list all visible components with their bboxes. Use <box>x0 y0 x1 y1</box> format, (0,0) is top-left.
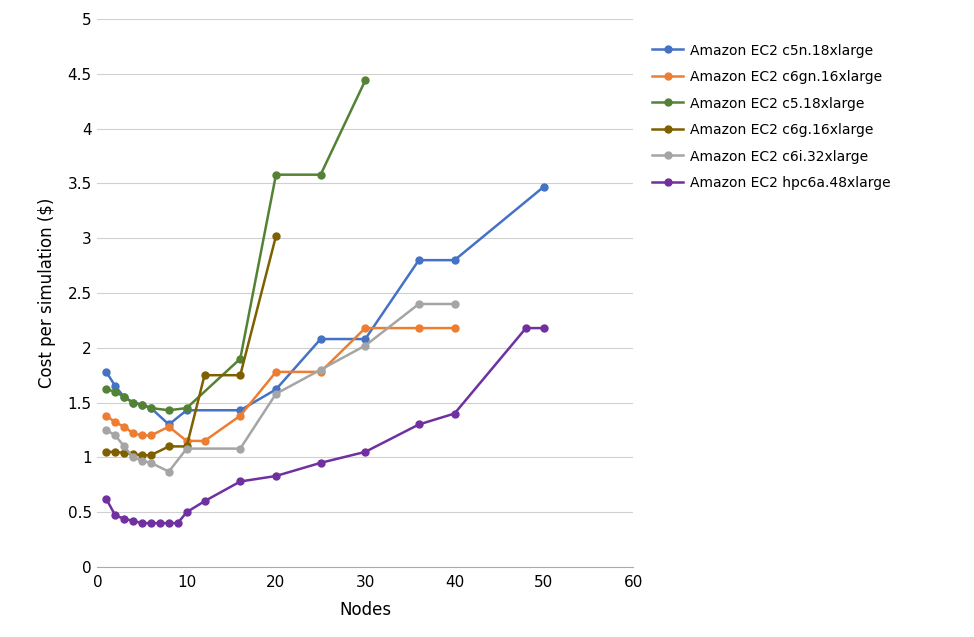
Amazon EC2 hpc6a.48xlarge <box>109 512 121 519</box>
Amazon EC2 c6i.32xlarge <box>100 426 112 434</box>
Amazon EC2 c6gn.16xlarge <box>100 412 112 420</box>
Amazon EC2 c6gn.16xlarge <box>119 423 131 431</box>
Amazon EC2 c6g.16xlarge <box>163 443 174 450</box>
Amazon EC2 c6g.16xlarge <box>270 233 281 240</box>
Amazon EC2 c6gn.16xlarge <box>136 432 148 440</box>
Amazon EC2 c6gn.16xlarge <box>359 324 371 332</box>
Amazon EC2 hpc6a.48xlarge <box>520 324 532 332</box>
Amazon EC2 hpc6a.48xlarge <box>172 519 184 527</box>
Amazon EC2 c6i.32xlarge <box>163 468 174 475</box>
Amazon EC2 c6gn.16xlarge <box>413 324 425 332</box>
Amazon EC2 hpc6a.48xlarge <box>181 508 193 516</box>
Amazon EC2 c6gn.16xlarge <box>128 429 139 437</box>
Amazon EC2 c5n.18xlarge <box>100 368 112 376</box>
Line: Amazon EC2 c6g.16xlarge: Amazon EC2 c6g.16xlarge <box>103 233 280 459</box>
Amazon EC2 c5n.18xlarge <box>413 256 425 264</box>
Amazon EC2 c6i.32xlarge <box>413 300 425 308</box>
Amazon EC2 c6gn.16xlarge <box>235 412 246 420</box>
Amazon EC2 c6g.16xlarge <box>119 449 131 457</box>
Amazon EC2 c5.18xlarge <box>145 404 157 412</box>
Amazon EC2 c5n.18xlarge <box>449 256 461 264</box>
Amazon EC2 c6gn.16xlarge <box>315 368 326 376</box>
Amazon EC2 hpc6a.48xlarge <box>154 519 166 527</box>
Amazon EC2 c6gn.16xlarge <box>199 437 210 445</box>
Amazon EC2 c6g.16xlarge <box>109 448 121 455</box>
Amazon EC2 hpc6a.48xlarge <box>199 497 210 505</box>
Amazon EC2 c5n.18xlarge <box>235 406 246 414</box>
Amazon EC2 hpc6a.48xlarge <box>235 478 246 485</box>
Line: Amazon EC2 hpc6a.48xlarge: Amazon EC2 hpc6a.48xlarge <box>103 325 547 527</box>
X-axis label: Nodes: Nodes <box>339 601 392 619</box>
Amazon EC2 c5.18xlarge <box>359 76 371 84</box>
Amazon EC2 c5.18xlarge <box>136 401 148 408</box>
Amazon EC2 c5n.18xlarge <box>128 399 139 406</box>
Amazon EC2 c5.18xlarge <box>315 171 326 178</box>
Amazon EC2 c5.18xlarge <box>128 399 139 406</box>
Amazon EC2 c5.18xlarge <box>109 388 121 396</box>
Amazon EC2 c5n.18xlarge <box>145 404 157 412</box>
Amazon EC2 c6gn.16xlarge <box>270 368 281 376</box>
Amazon EC2 c6i.32xlarge <box>145 459 157 467</box>
Amazon EC2 c5.18xlarge <box>181 404 193 412</box>
Amazon EC2 c6i.32xlarge <box>119 443 131 450</box>
Amazon EC2 c6i.32xlarge <box>359 342 371 350</box>
Amazon EC2 c5n.18xlarge <box>136 401 148 408</box>
Amazon EC2 c6i.32xlarge <box>315 366 326 373</box>
Amazon EC2 c6gn.16xlarge <box>145 432 157 440</box>
Amazon EC2 c5n.18xlarge <box>538 183 549 190</box>
Amazon EC2 c6gn.16xlarge <box>449 324 461 332</box>
Line: Amazon EC2 c6gn.16xlarge: Amazon EC2 c6gn.16xlarge <box>103 325 458 445</box>
Amazon EC2 c6g.16xlarge <box>199 371 210 379</box>
Amazon EC2 c6gn.16xlarge <box>181 437 193 445</box>
Amazon EC2 c6gn.16xlarge <box>109 419 121 426</box>
Amazon EC2 hpc6a.48xlarge <box>315 459 326 467</box>
Amazon EC2 c6i.32xlarge <box>181 445 193 452</box>
Amazon EC2 hpc6a.48xlarge <box>145 519 157 527</box>
Amazon EC2 c5n.18xlarge <box>119 393 131 401</box>
Amazon EC2 c6i.32xlarge <box>136 457 148 464</box>
Amazon EC2 c5n.18xlarge <box>163 420 174 428</box>
Amazon EC2 c6g.16xlarge <box>128 450 139 458</box>
Line: Amazon EC2 c5n.18xlarge: Amazon EC2 c5n.18xlarge <box>103 183 547 428</box>
Amazon EC2 c5.18xlarge <box>100 385 112 393</box>
Amazon EC2 c6gn.16xlarge <box>163 423 174 431</box>
Line: Amazon EC2 c6i.32xlarge: Amazon EC2 c6i.32xlarge <box>103 301 458 475</box>
Y-axis label: Cost per simulation ($): Cost per simulation ($) <box>39 198 56 388</box>
Amazon EC2 c5.18xlarge <box>235 355 246 362</box>
Amazon EC2 c6i.32xlarge <box>270 390 281 397</box>
Amazon EC2 hpc6a.48xlarge <box>449 410 461 417</box>
Amazon EC2 c6i.32xlarge <box>128 454 139 461</box>
Amazon EC2 hpc6a.48xlarge <box>100 495 112 503</box>
Amazon EC2 c5.18xlarge <box>270 171 281 178</box>
Amazon EC2 c5n.18xlarge <box>359 335 371 343</box>
Amazon EC2 hpc6a.48xlarge <box>128 517 139 525</box>
Amazon EC2 c5.18xlarge <box>163 406 174 414</box>
Line: Amazon EC2 c5.18xlarge: Amazon EC2 c5.18xlarge <box>103 77 369 413</box>
Amazon EC2 c6g.16xlarge <box>181 443 193 450</box>
Amazon EC2 hpc6a.48xlarge <box>538 324 549 332</box>
Amazon EC2 c5n.18xlarge <box>270 385 281 393</box>
Amazon EC2 c6g.16xlarge <box>235 371 246 379</box>
Amazon EC2 hpc6a.48xlarge <box>413 420 425 428</box>
Amazon EC2 c6g.16xlarge <box>145 452 157 459</box>
Amazon EC2 c5n.18xlarge <box>315 335 326 343</box>
Amazon EC2 hpc6a.48xlarge <box>359 448 371 455</box>
Amazon EC2 c5n.18xlarge <box>109 382 121 390</box>
Amazon EC2 hpc6a.48xlarge <box>163 519 174 527</box>
Amazon EC2 c6g.16xlarge <box>136 452 148 459</box>
Amazon EC2 hpc6a.48xlarge <box>119 515 131 522</box>
Amazon EC2 c6i.32xlarge <box>235 445 246 452</box>
Amazon EC2 hpc6a.48xlarge <box>136 519 148 527</box>
Amazon EC2 c5n.18xlarge <box>181 406 193 414</box>
Amazon EC2 hpc6a.48xlarge <box>270 472 281 480</box>
Amazon EC2 c6g.16xlarge <box>100 448 112 455</box>
Amazon EC2 c5.18xlarge <box>119 393 131 401</box>
Amazon EC2 c6i.32xlarge <box>109 432 121 440</box>
Legend: Amazon EC2 c5n.18xlarge, Amazon EC2 c6gn.16xlarge, Amazon EC2 c5.18xlarge, Amazo: Amazon EC2 c5n.18xlarge, Amazon EC2 c6gn… <box>646 37 897 197</box>
Amazon EC2 c6i.32xlarge <box>449 300 461 308</box>
